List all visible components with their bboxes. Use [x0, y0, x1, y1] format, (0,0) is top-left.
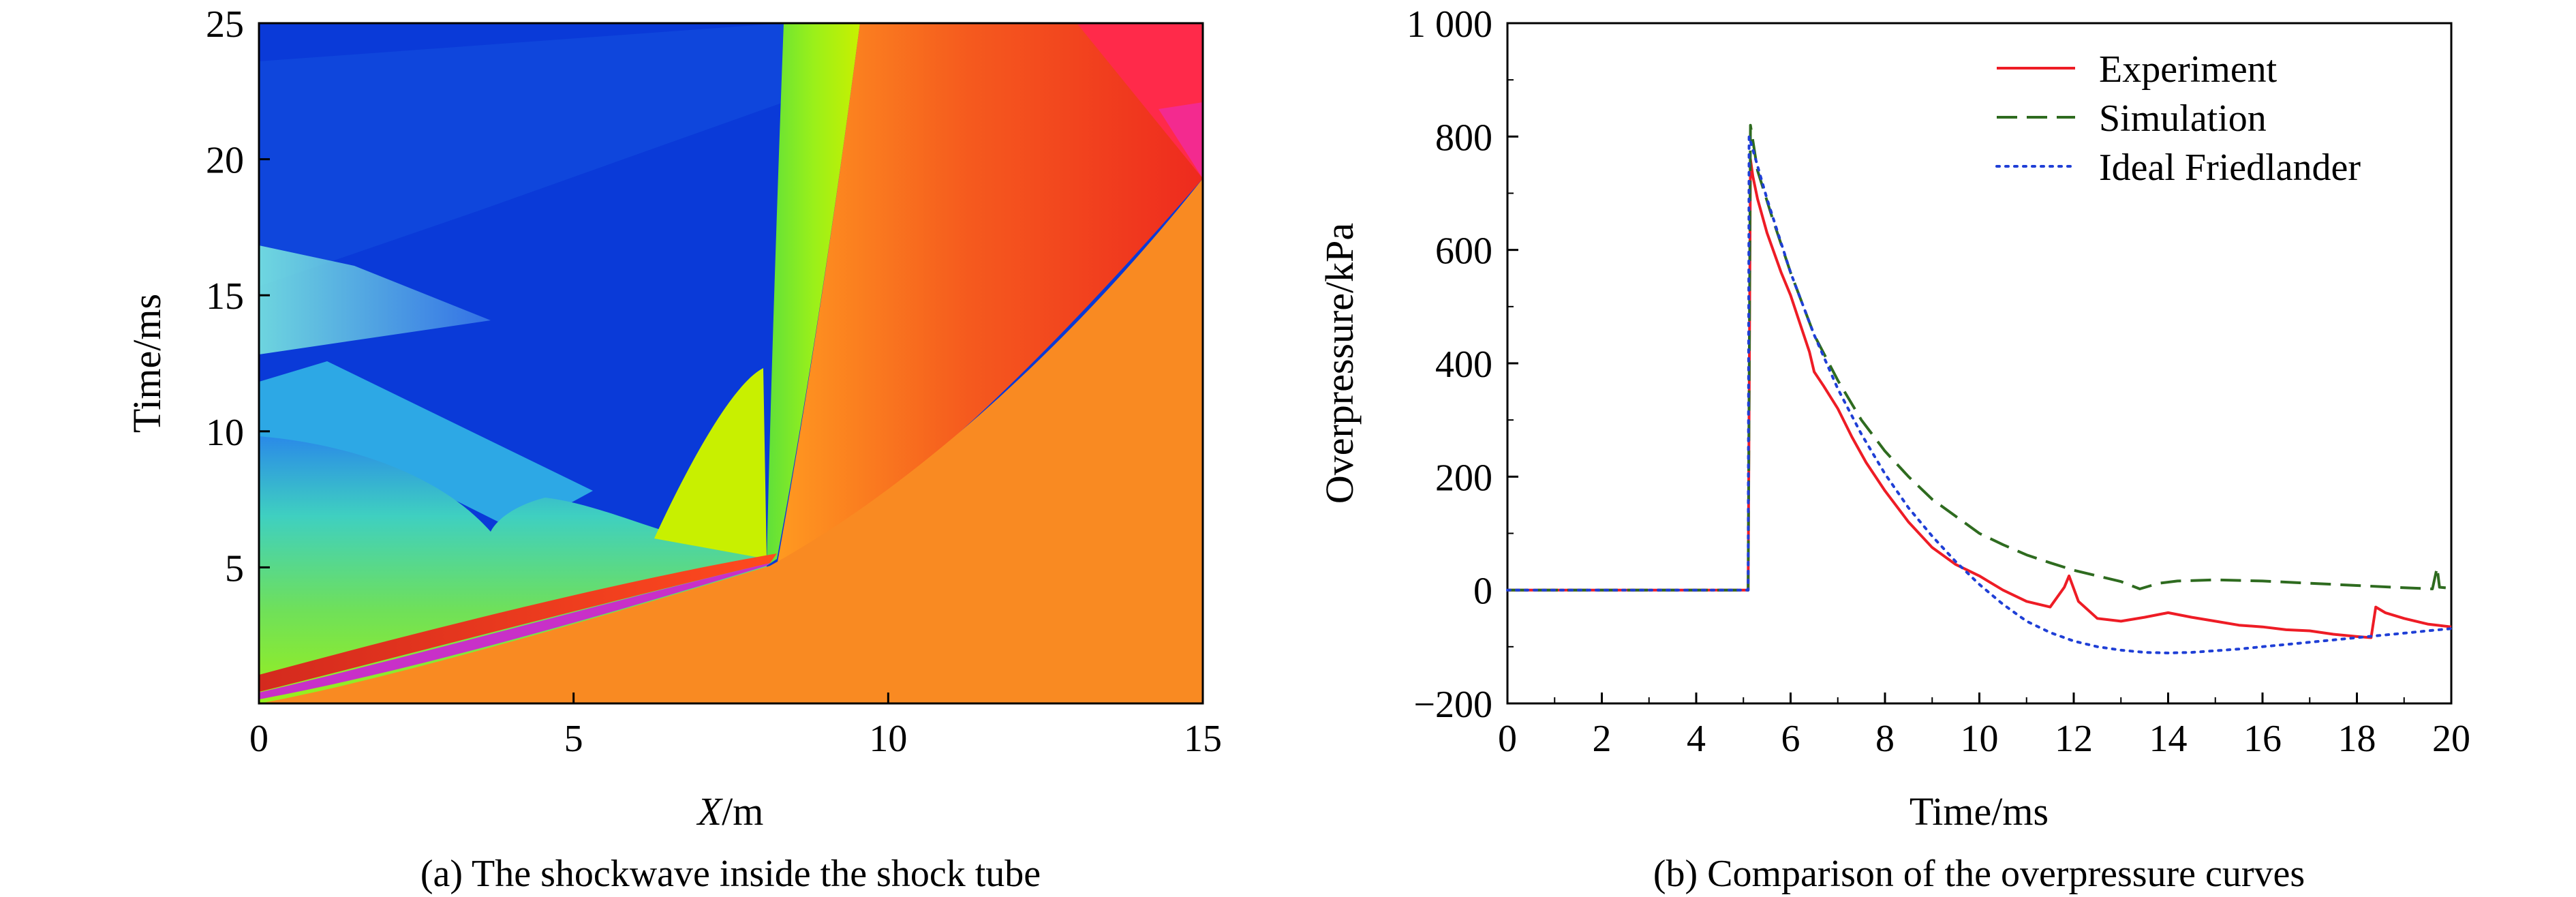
series-line-experiment: [1507, 157, 2452, 639]
panel-b-xtick-label: 12: [2055, 718, 2093, 760]
panel-a-xtick-label: 10: [869, 718, 907, 760]
panel-b-xlabel: Time/ms: [1910, 789, 2049, 834]
panel-b-ytick-label: 600: [1435, 230, 1492, 273]
panel-b-ylabel: Overpressure/kPa: [1317, 223, 1362, 504]
panel-a-shock-tube-contour: 0 5 10 15 5 10 15 20 25 Time/ms X/m (a) The shoc…: [125, 3, 1222, 895]
panel-b-xtick-label: 18: [2338, 718, 2376, 760]
panel-a-xlabel-unit: /m: [722, 789, 763, 834]
series-line-ideal-friedlander: [1506, 135, 2453, 654]
contour-yellow-bulge: [654, 368, 767, 559]
panel-b-caption: (b) Comparison of the overpressure curve…: [1653, 853, 2305, 895]
panel-b-xtick-label: 16: [2243, 718, 2282, 760]
panel-b-xtick-label: 2: [1593, 718, 1612, 760]
panel-b-xtick-label: 0: [1498, 718, 1517, 760]
panel-a-xtick-label: 0: [249, 718, 269, 760]
contour-shock-band: [259, 553, 777, 692]
contour-cyan-lower-wedge: [259, 361, 593, 532]
series-line-simulation: [1507, 123, 2452, 592]
panel-a-frame: [258, 22, 1204, 705]
panel-b-xtick-label: 14: [2149, 718, 2188, 760]
panel-a-caption: (a) The shockwave inside the shock tube: [420, 853, 1041, 895]
contour-rarefaction-fan: [1077, 23, 1203, 179]
panel-b-ytick-label: 1 000: [1407, 3, 1492, 46]
panel-b-xtick-label: 20: [2432, 718, 2470, 760]
contour-contact-band: [767, 23, 860, 566]
legend-label: Ideal Friedlander: [2099, 147, 2361, 189]
panel-b-ytick-label: 200: [1435, 457, 1492, 499]
panel-b-ytick-label: 800: [1435, 117, 1492, 159]
panel-a-ytick-label: 15: [206, 275, 244, 318]
panel-b-frame: [1506, 22, 2453, 705]
panel-a-ytick-label: 5: [225, 547, 244, 590]
panel-b-ytick-label: −200: [1413, 684, 1492, 726]
panel-a-xtick-label: 15: [1184, 718, 1222, 760]
contour-ambient-region: [259, 179, 1203, 703]
contour-peak-band: [259, 563, 770, 699]
contour-cyan-reflected-wave: [259, 245, 491, 354]
panel-b-xtick-label: 4: [1687, 718, 1706, 760]
panel-b-ytick-label: 400: [1435, 344, 1492, 386]
panel-a-ytick-label: 25: [206, 3, 244, 46]
panel-b-series: [1506, 123, 2453, 654]
legend: Experiment Simulation Ideal Friedlander: [1995, 48, 2361, 189]
panel-a-xtick-label: 5: [564, 718, 583, 760]
panel-a-ytick-label: 10: [206, 412, 244, 454]
panel-b-xtick-label: 8: [1875, 718, 1895, 760]
panel-b-ytick-label: 0: [1473, 571, 1492, 613]
contour-blue-shading: [259, 23, 784, 286]
panel-a-xlabel: X/m: [696, 789, 764, 834]
panel-b-xtick-label: 6: [1781, 718, 1800, 760]
panel-a-axes: 0 5 10 15 5 10 15 20 25: [206, 3, 1222, 760]
contour-plot: [259, 23, 1203, 703]
panel-a-ylabel: Time/ms: [125, 294, 169, 433]
contour-shocked-region: [777, 23, 1203, 566]
legend-label: Simulation: [2099, 97, 2267, 140]
contour-peak-corner: [1159, 102, 1203, 179]
panel-a-xlabel-symbol: X: [696, 789, 724, 834]
panel-b-xtick-label: 10: [1961, 718, 1999, 760]
legend-label: Experiment: [2099, 48, 2278, 91]
panel-a-ytick-label: 20: [206, 140, 244, 182]
